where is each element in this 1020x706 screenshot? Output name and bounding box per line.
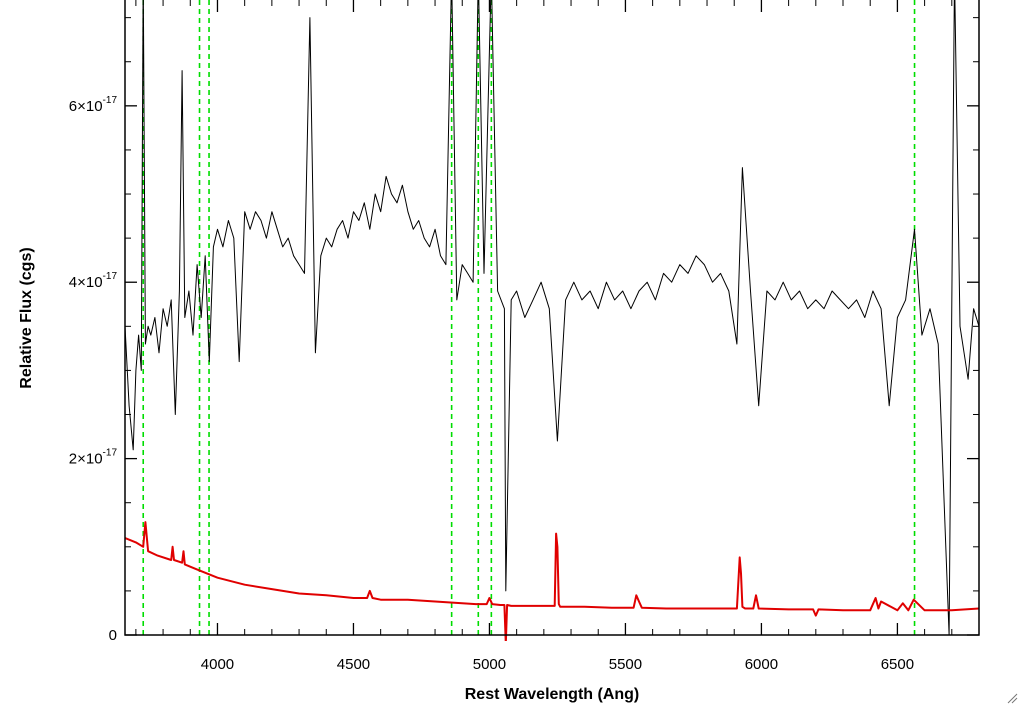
x-tick-label-5500: 5500 bbox=[609, 656, 642, 673]
series-layer bbox=[125, 0, 979, 641]
x-tick-label-6500: 6500 bbox=[881, 656, 914, 673]
x-axis-label: Rest Wavelength (Ang) bbox=[465, 686, 640, 703]
y-tick-label-1: 2×10-17 bbox=[69, 448, 118, 468]
y-axis-label: Relative Flux (cgs) bbox=[18, 247, 35, 388]
spectrum-series-line bbox=[125, 0, 979, 636]
y-tick-label-0: 0 bbox=[109, 627, 117, 644]
x-tick-label-5000: 5000 bbox=[473, 656, 506, 673]
x-tick-label-4500: 4500 bbox=[337, 656, 370, 673]
y-tick-label-3: 6×10-17 bbox=[69, 95, 118, 115]
resize-grip[interactable] bbox=[1007, 693, 1018, 704]
y-tick-label-2: 4×10-17 bbox=[69, 271, 118, 291]
x-tick-label-4000: 4000 bbox=[201, 656, 234, 673]
axis-ticks: 4000 4500 5000 5500 6000 6500 0 2×10-17 4×10-17 6… bbox=[69, 0, 980, 673]
x-tick-label-6000: 6000 bbox=[745, 656, 778, 673]
emission-line-markers bbox=[142, 0, 916, 635]
error-series-line bbox=[125, 521, 979, 641]
plot-frame bbox=[124, 0, 980, 636]
